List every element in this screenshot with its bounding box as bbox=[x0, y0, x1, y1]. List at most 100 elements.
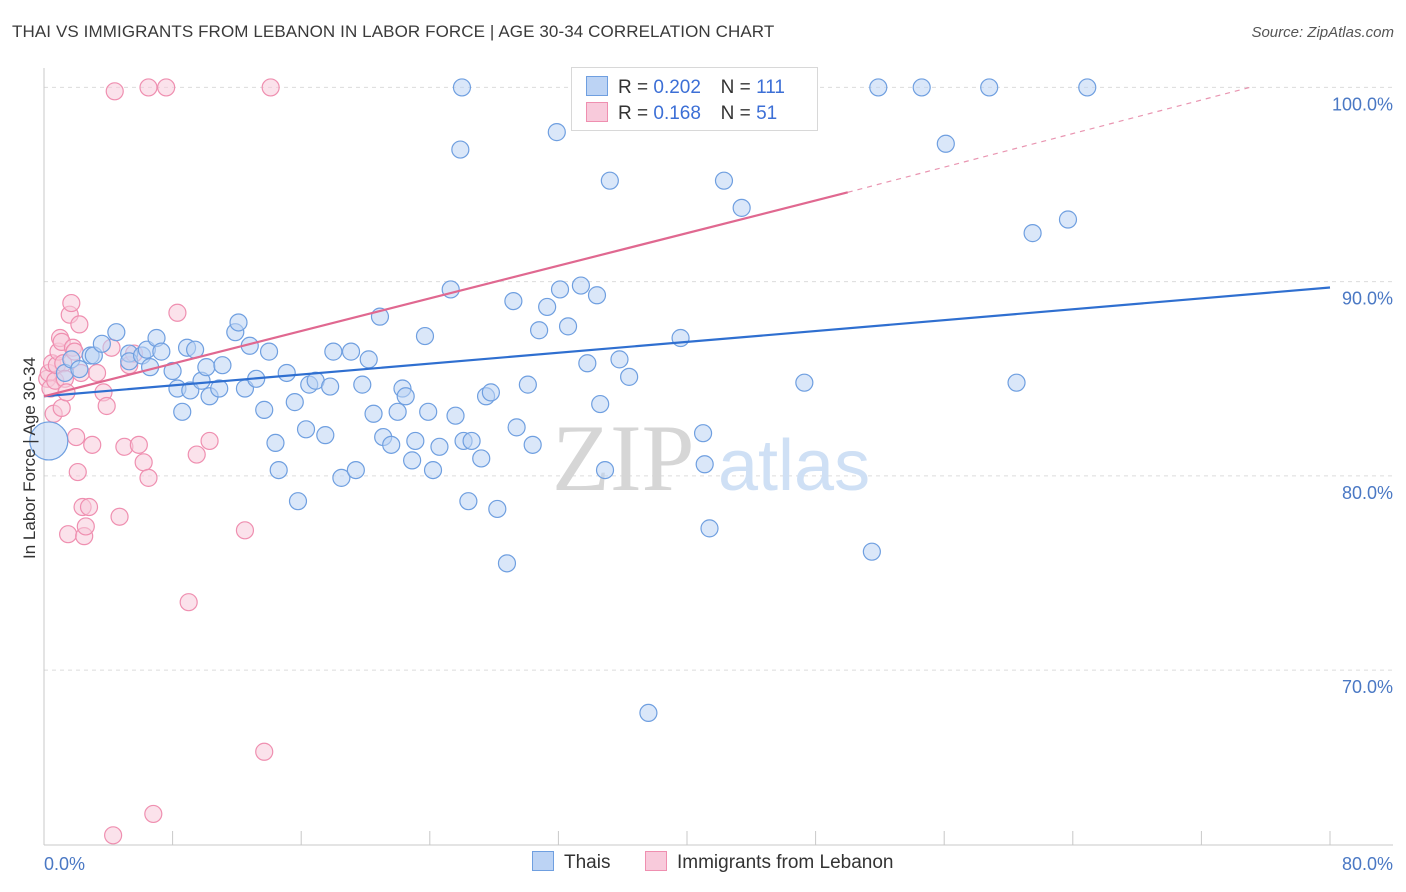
thais-point bbox=[620, 367, 639, 386]
lebanon-point bbox=[139, 468, 158, 487]
thais-point bbox=[571, 276, 591, 295]
thais-point bbox=[507, 418, 526, 437]
lebanon-point bbox=[68, 462, 87, 482]
thais-point bbox=[446, 406, 465, 425]
lebanon-point bbox=[168, 303, 187, 322]
lebanon-point bbox=[83, 435, 102, 454]
thais-point bbox=[869, 78, 888, 97]
thais-point bbox=[92, 334, 111, 353]
thais-point bbox=[403, 451, 422, 470]
lebanon-point bbox=[67, 427, 86, 447]
thais-point bbox=[396, 387, 415, 406]
thais-point bbox=[459, 492, 478, 511]
thais-point bbox=[452, 78, 472, 97]
thais-point bbox=[341, 342, 361, 361]
y-axis-title: In Labor Force | Age 30-34 bbox=[20, 357, 39, 559]
bottom-legend-swatch-lebanon bbox=[645, 851, 667, 871]
thais-point bbox=[639, 703, 658, 723]
lebanon-point bbox=[97, 396, 116, 416]
thais-point bbox=[481, 383, 500, 402]
thais-point bbox=[173, 402, 192, 421]
thais-point bbox=[547, 123, 566, 142]
thais-point bbox=[523, 435, 542, 454]
thais-point bbox=[695, 455, 714, 474]
thais-point bbox=[382, 435, 401, 454]
lebanon-point bbox=[105, 82, 124, 101]
bottom-legend-swatch-thais bbox=[532, 851, 554, 871]
lebanon-point bbox=[87, 363, 107, 383]
chart-title: THAI VS IMMIGRANTS FROM LEBANON IN LABOR… bbox=[12, 22, 775, 41]
lebanon-point bbox=[235, 521, 255, 540]
lebanon-point bbox=[200, 431, 219, 451]
thais-point bbox=[266, 433, 285, 453]
thais-point bbox=[451, 140, 470, 159]
thais-point bbox=[980, 78, 999, 97]
thais-point bbox=[693, 424, 713, 443]
legend-n-lebanon: 51 bbox=[756, 103, 778, 124]
lebanon-point bbox=[179, 593, 198, 612]
thais-point bbox=[229, 313, 248, 332]
legend-row-thais: R = 0.202 N = 111 bbox=[586, 76, 785, 100]
thais-point bbox=[504, 292, 523, 311]
thais-point bbox=[364, 404, 383, 423]
thais-point bbox=[462, 431, 481, 451]
thais-point bbox=[324, 342, 343, 361]
thais-point bbox=[406, 431, 425, 451]
thais-point bbox=[732, 198, 751, 217]
lebanon-point bbox=[62, 293, 81, 313]
legend-swatch-lebanon bbox=[586, 102, 608, 122]
thais-point bbox=[353, 375, 372, 394]
thais-point bbox=[29, 421, 69, 461]
watermark-atlas: atlas bbox=[718, 426, 870, 506]
series-lebanon bbox=[38, 78, 280, 845]
lebanon-point bbox=[255, 742, 274, 761]
thais-point bbox=[912, 78, 931, 97]
thais-point bbox=[152, 342, 171, 361]
thais-point bbox=[518, 375, 537, 394]
bottom-legend-thais: Thais bbox=[532, 851, 610, 874]
lebanon-point bbox=[134, 453, 153, 472]
trend-line-extension-lebanon bbox=[847, 86, 1250, 193]
x-tick-label-min: 0.0% bbox=[44, 854, 85, 874]
thais-point bbox=[700, 519, 719, 538]
thais-point bbox=[472, 449, 491, 468]
thais-point bbox=[316, 426, 335, 445]
thais-point bbox=[538, 297, 557, 317]
thais-point bbox=[488, 499, 507, 519]
lebanon-point bbox=[104, 826, 123, 845]
legend-r-thais: 0.202 bbox=[653, 77, 701, 98]
thais-point bbox=[415, 326, 435, 346]
y-tick-label-1: 90.0% bbox=[1342, 289, 1393, 309]
thais-point bbox=[862, 542, 881, 561]
thais-point bbox=[70, 359, 89, 379]
series-thais bbox=[29, 78, 1097, 723]
thais-point bbox=[497, 554, 517, 573]
y-tick-label-2: 80.0% bbox=[1342, 483, 1393, 503]
thais-point bbox=[430, 437, 449, 456]
thais-point bbox=[558, 317, 578, 336]
lebanon-point bbox=[187, 445, 206, 464]
thais-point bbox=[288, 492, 308, 511]
thais-point bbox=[332, 468, 351, 487]
trend-line-lebanon bbox=[43, 191, 849, 398]
y-tick-label-0: 100.0% bbox=[1332, 94, 1393, 114]
thais-point bbox=[610, 350, 629, 369]
thais-point bbox=[388, 402, 407, 421]
source-credit: Source: ZipAtlas.com bbox=[1251, 24, 1394, 41]
thais-point bbox=[259, 342, 279, 361]
lebanon-point bbox=[129, 435, 148, 454]
thais-point bbox=[795, 373, 814, 392]
legend-row-lebanon: R = 0.168 N = 51 bbox=[586, 102, 777, 126]
lebanon-point bbox=[59, 525, 78, 544]
lebanon-point bbox=[144, 804, 163, 824]
thais-point bbox=[213, 356, 232, 375]
lebanon-point bbox=[52, 398, 71, 418]
thais-point bbox=[255, 400, 274, 419]
bottom-legend-lebanon: Immigrants from Lebanon bbox=[645, 851, 894, 874]
y-tick-labels: 100.0% 90.0% 80.0% 70.0% bbox=[1332, 94, 1393, 697]
thais-point bbox=[578, 354, 597, 373]
thais-point bbox=[936, 134, 955, 153]
trend-lines bbox=[43, 86, 1331, 398]
legend: R = 0.202 N = 111 R = 0.168 N = 51 bbox=[571, 67, 818, 131]
